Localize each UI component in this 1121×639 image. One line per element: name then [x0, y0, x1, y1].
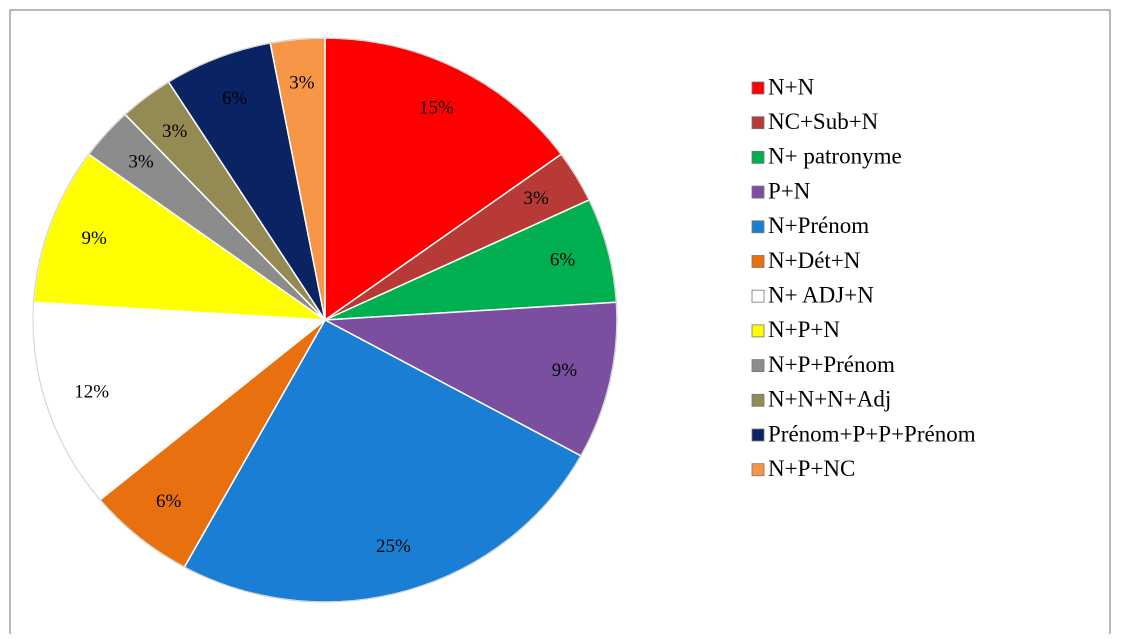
- legend-swatch: [751, 463, 765, 477]
- data-label: 9%: [82, 228, 108, 249]
- legend-label: N+Dét+N: [768, 248, 861, 273]
- data-label: 9%: [552, 360, 578, 381]
- pie-outline: [32, 37, 618, 603]
- data-label: 6%: [550, 249, 576, 270]
- legend-swatch: [751, 428, 765, 442]
- legend-label: Prénom+P+P+Prénom: [768, 421, 976, 446]
- legend-label: N+N: [768, 74, 815, 99]
- legend-label: N+ patronyme: [768, 144, 902, 169]
- legend-swatch: [751, 393, 765, 407]
- data-label: 6%: [222, 88, 248, 109]
- legend-swatch: [751, 81, 765, 95]
- legend-label: N+Prénom: [768, 213, 869, 238]
- data-label: 3%: [523, 188, 549, 209]
- legend-label: N+N+N+Adj: [768, 387, 891, 412]
- data-label: 3%: [128, 152, 154, 173]
- legend-swatch: [751, 185, 765, 199]
- legend-swatch: [751, 324, 765, 338]
- data-label: 25%: [376, 536, 411, 557]
- legend-label: N+P+N: [768, 317, 840, 342]
- legend-label: N+ ADJ+N: [768, 282, 874, 307]
- data-label: 3%: [289, 73, 315, 94]
- legend-label: NC+Sub+N: [768, 109, 879, 134]
- data-label: 6%: [156, 491, 182, 512]
- legend-swatch: [751, 289, 765, 303]
- data-label: 12%: [74, 382, 109, 403]
- legend-swatch: [751, 255, 765, 268]
- legend-swatch: [751, 150, 765, 164]
- legend-label: P+N: [768, 178, 811, 203]
- data-label: 15%: [419, 97, 454, 118]
- legend-label: N+P+Prénom: [768, 352, 895, 377]
- legend-label: N+P+NC: [768, 456, 855, 481]
- legend-swatch: [751, 220, 765, 234]
- data-label: 3%: [162, 121, 188, 142]
- legend-swatch: [751, 359, 765, 373]
- legend-swatch: [751, 116, 765, 130]
